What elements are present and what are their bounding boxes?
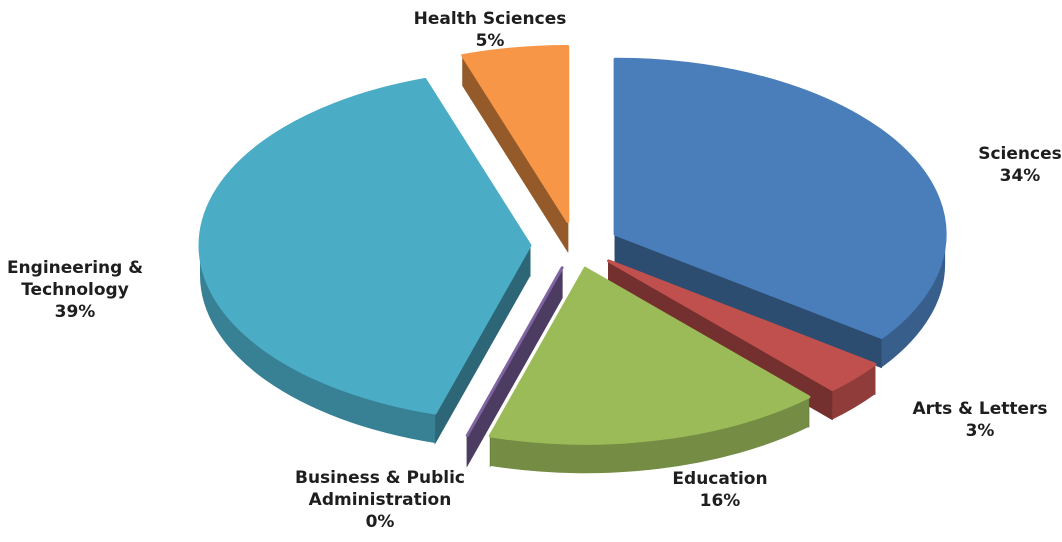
value-label: 16% bbox=[699, 491, 741, 511]
category-name: Sciences bbox=[978, 144, 1062, 164]
value-label: 3% bbox=[965, 421, 995, 441]
value-label: 0% bbox=[365, 512, 395, 532]
category-name: Engineering & Technology bbox=[6, 258, 144, 300]
slice bbox=[461, 44, 570, 254]
category-name: Education bbox=[672, 469, 768, 489]
slice-label: Business & Public Administration 0% bbox=[280, 467, 480, 533]
slice-label: Arts & Letters 3% bbox=[890, 398, 1062, 442]
slice-top bbox=[461, 44, 570, 223]
slice-label: Sciences 34% bbox=[930, 143, 1062, 187]
slice-top bbox=[198, 77, 532, 415]
slice-label: Engineering & Technology 39% bbox=[0, 257, 150, 323]
category-name: Arts & Letters bbox=[912, 399, 1048, 419]
value-label: 5% bbox=[475, 31, 505, 51]
slice-edge bbox=[881, 234, 946, 368]
category-name: Health Sciences bbox=[413, 9, 567, 29]
slice-edge bbox=[832, 364, 875, 420]
slice bbox=[488, 266, 811, 474]
slice-top bbox=[465, 266, 564, 437]
slice-label: Health Sciences 5% bbox=[400, 8, 580, 52]
slice-top bbox=[488, 266, 811, 445]
slice-label: Education 16% bbox=[630, 468, 810, 512]
slice bbox=[198, 77, 532, 445]
slice-top bbox=[613, 57, 947, 340]
slice-edge bbox=[490, 396, 809, 474]
category-name: Business & Public Administration bbox=[295, 468, 465, 510]
value-label: 34% bbox=[999, 166, 1041, 186]
value-label: 39% bbox=[54, 302, 96, 322]
slice bbox=[465, 265, 564, 468]
slice-edge bbox=[200, 245, 436, 444]
slice-top bbox=[607, 259, 877, 392]
slice bbox=[613, 57, 947, 369]
